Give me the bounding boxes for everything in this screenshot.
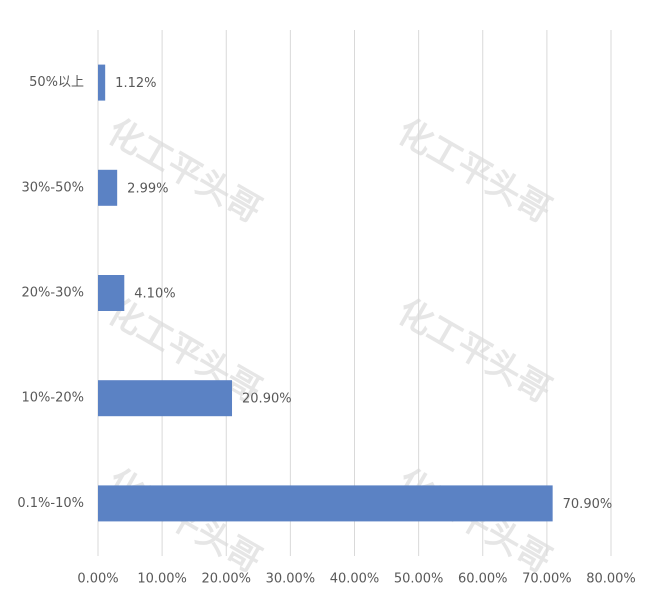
x-tick-label: 70.00% xyxy=(522,572,572,587)
x-tick-label: 60.00% xyxy=(458,572,508,587)
bar xyxy=(98,485,553,522)
y-tick-label: 50%以上 xyxy=(29,75,84,90)
value-label: 70.90% xyxy=(563,497,613,512)
bar xyxy=(98,275,125,311)
x-tick-label: 20.00% xyxy=(201,572,251,587)
x-tick-label: 80.00% xyxy=(586,572,636,587)
bar xyxy=(98,64,106,101)
bar xyxy=(98,169,118,206)
x-tick-label: 50.00% xyxy=(394,572,444,587)
bar xyxy=(98,380,233,417)
watermark: 化工平头哥 xyxy=(391,111,558,231)
x-tick-label: 30.00% xyxy=(266,572,316,587)
y-tick-label: 30%-50% xyxy=(22,180,84,195)
y-tick-label: 20%-30% xyxy=(22,286,84,301)
watermark: 化工平头哥 xyxy=(101,111,268,231)
x-tick-label: 0.00% xyxy=(77,572,118,587)
watermark: 化工平头哥 xyxy=(391,291,558,411)
x-tick-label: 10.00% xyxy=(137,572,187,587)
value-label: 4.10% xyxy=(134,287,175,302)
y-tick-label: 0.1%-10% xyxy=(17,496,84,511)
value-label: 20.90% xyxy=(242,392,292,407)
y-tick-label: 10%-20% xyxy=(22,391,84,406)
x-tick-label: 40.00% xyxy=(330,572,380,587)
value-label: 2.99% xyxy=(127,181,168,196)
value-label: 1.12% xyxy=(115,76,156,91)
